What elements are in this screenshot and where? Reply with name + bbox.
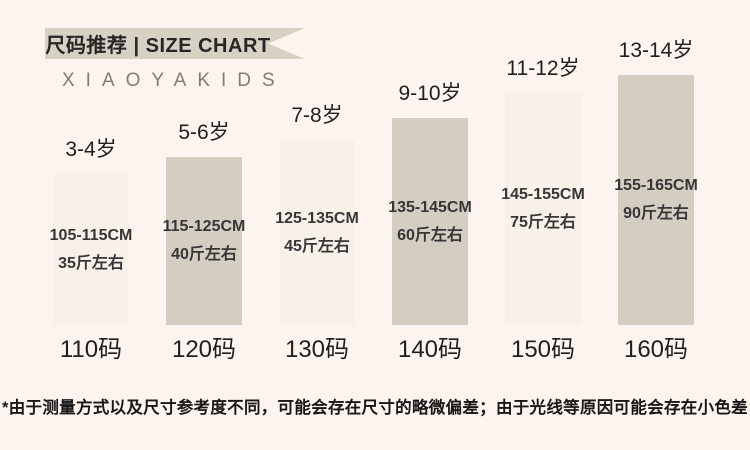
weight-label: 45斤左右 bbox=[284, 237, 350, 255]
size-bar: 105-115CM 35斤左右 bbox=[50, 174, 132, 325]
age-label: 9-10岁 bbox=[398, 82, 462, 105]
size-column-120: 5-6岁 115-125CM 40斤左右 120码 bbox=[163, 116, 246, 363]
size-column-130: 7-8岁 125-135CM 45斤左右 130码 bbox=[275, 99, 359, 363]
size-column-110: 3-4岁 105-115CM 35斤左右 110码 bbox=[50, 133, 133, 363]
size-bars-chart: 3-4岁 105-115CM 35斤左右 110码 5-6岁 115-125CM… bbox=[50, 34, 698, 363]
age-label: 7-8岁 bbox=[291, 104, 343, 127]
size-code-label: 150码 bbox=[510, 336, 576, 363]
brand-name: XIAOYAKIDS bbox=[62, 70, 286, 91]
size-bar: 145-155CM 75斤左右 bbox=[501, 93, 585, 325]
size-bar: 125-135CM 45斤左右 bbox=[275, 140, 359, 325]
page-title: 尺码推荐 | SIZE CHART bbox=[45, 35, 271, 57]
age-label: 11-12岁 bbox=[506, 57, 580, 80]
size-column-150: 11-12岁 145-155CM 75斤左右 150码 bbox=[501, 52, 585, 363]
weight-label: 75斤左右 bbox=[510, 214, 576, 231]
height-range-label: 115-125CM bbox=[162, 218, 246, 235]
size-code-label: 130码 bbox=[284, 336, 350, 363]
size-bar: 155-165CM 90斤左右 bbox=[614, 75, 698, 325]
size-column-140: 9-10岁 135-145CM 60斤左右 140码 bbox=[388, 77, 472, 363]
height-range-label: 145-155CM bbox=[501, 186, 585, 203]
age-label: 3-4岁 bbox=[65, 138, 117, 161]
weight-label: 35斤左右 bbox=[58, 254, 124, 272]
age-label: 13-14岁 bbox=[618, 39, 694, 62]
size-code-label: 120码 bbox=[171, 336, 237, 363]
height-range-label: 135-145CM bbox=[388, 198, 472, 216]
height-range-label: 155-165CM bbox=[614, 177, 698, 194]
size-bar: 135-145CM 60斤左右 bbox=[388, 118, 472, 325]
size-bar: 115-125CM 40斤左右 bbox=[163, 157, 245, 325]
weight-label: 40斤左右 bbox=[171, 246, 237, 263]
height-range-label: 125-135CM bbox=[275, 209, 359, 227]
weight-label: 60斤左右 bbox=[397, 226, 463, 244]
weight-label: 90斤左右 bbox=[623, 205, 689, 222]
height-range-label: 105-115CM bbox=[49, 226, 133, 244]
size-code-label: 160码 bbox=[623, 336, 689, 363]
ribbon-banner: 尺码推荐 | SIZE CHART bbox=[45, 28, 305, 59]
disclaimer-note: *由于测量方式以及尺寸参考度不同，可能会存在尺寸的略微偏差；由于光线等原因可能会… bbox=[2, 399, 748, 417]
age-label: 5-6岁 bbox=[178, 121, 230, 144]
size-column-160: 13-14岁 155-165CM 90斤左右 160码 bbox=[614, 34, 698, 363]
size-code-label: 140码 bbox=[397, 336, 463, 363]
size-code-label: 110码 bbox=[59, 336, 123, 363]
